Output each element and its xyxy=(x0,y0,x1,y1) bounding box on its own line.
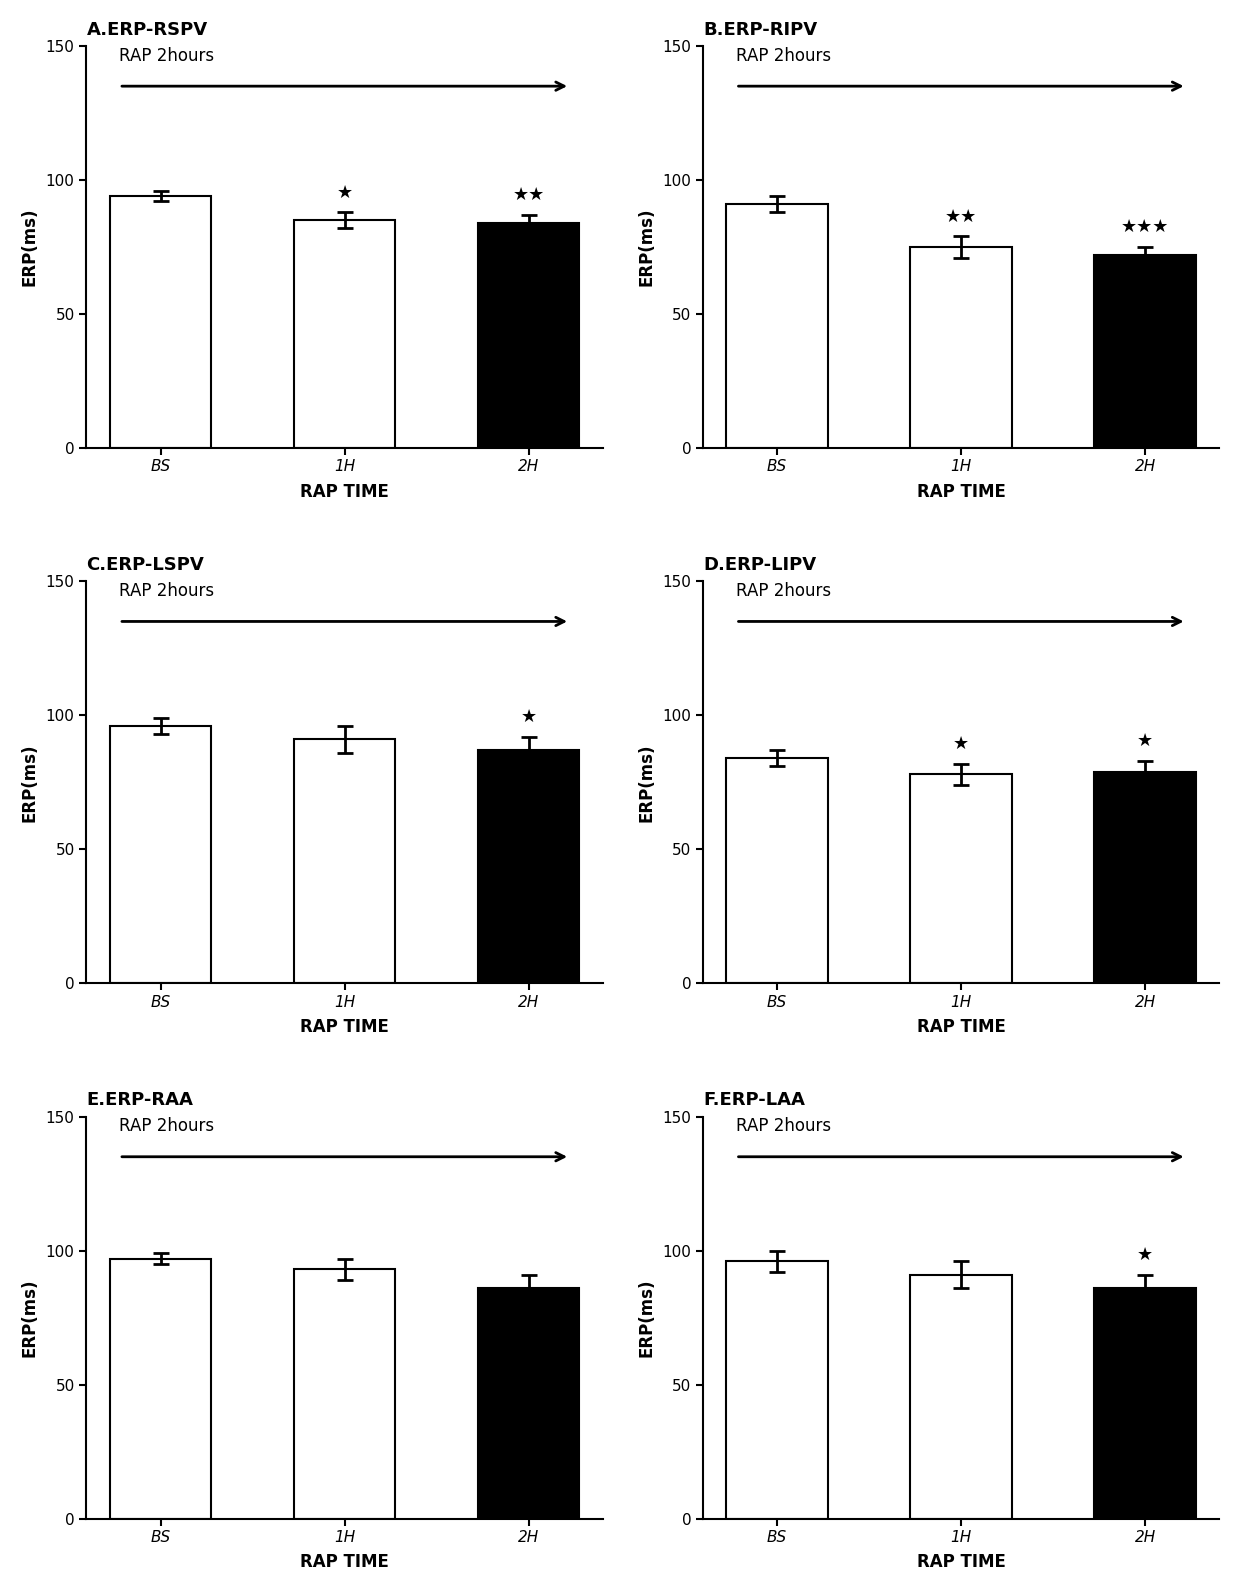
Text: D.ERP-LIPV: D.ERP-LIPV xyxy=(703,556,816,575)
Bar xyxy=(294,739,396,984)
X-axis label: RAP TIME: RAP TIME xyxy=(916,1554,1006,1571)
X-axis label: RAP TIME: RAP TIME xyxy=(916,482,1006,500)
Bar xyxy=(294,1269,396,1519)
Bar xyxy=(1095,1288,1195,1519)
Text: ★: ★ xyxy=(1137,1247,1153,1264)
Y-axis label: ERP(ms): ERP(ms) xyxy=(637,209,656,287)
Text: RAP 2hours: RAP 2hours xyxy=(119,46,215,65)
Text: RAP 2hours: RAP 2hours xyxy=(119,583,215,600)
Y-axis label: ERP(ms): ERP(ms) xyxy=(21,743,38,821)
Text: F.ERP-LAA: F.ERP-LAA xyxy=(703,1092,805,1110)
X-axis label: RAP TIME: RAP TIME xyxy=(300,482,389,500)
Y-axis label: ERP(ms): ERP(ms) xyxy=(637,743,656,821)
Text: RAP 2hours: RAP 2hours xyxy=(119,1118,215,1135)
Bar xyxy=(910,774,1012,984)
Bar xyxy=(1095,772,1195,984)
Text: ★★: ★★ xyxy=(945,207,977,226)
Text: ★: ★ xyxy=(954,736,970,753)
Bar xyxy=(110,726,211,984)
Text: ★★: ★★ xyxy=(512,186,544,204)
Text: RAP 2hours: RAP 2hours xyxy=(735,1118,831,1135)
Text: ★: ★ xyxy=(521,708,537,726)
Bar xyxy=(910,1275,1012,1519)
X-axis label: RAP TIME: RAP TIME xyxy=(300,1554,389,1571)
Text: B.ERP-RIPV: B.ERP-RIPV xyxy=(703,21,817,38)
Bar xyxy=(477,750,579,984)
Bar xyxy=(477,223,579,447)
X-axis label: RAP TIME: RAP TIME xyxy=(300,1017,389,1036)
Text: C.ERP-LSPV: C.ERP-LSPV xyxy=(87,556,205,575)
X-axis label: RAP TIME: RAP TIME xyxy=(916,1017,1006,1036)
Bar xyxy=(1095,255,1195,447)
Text: RAP 2hours: RAP 2hours xyxy=(735,583,831,600)
Text: ★: ★ xyxy=(336,183,352,202)
Text: A.ERP-RSPV: A.ERP-RSPV xyxy=(87,21,207,38)
Bar xyxy=(727,758,827,984)
Y-axis label: ERP(ms): ERP(ms) xyxy=(637,1278,656,1356)
Text: RAP 2hours: RAP 2hours xyxy=(735,46,831,65)
Bar xyxy=(910,247,1012,447)
Bar xyxy=(294,220,396,447)
Y-axis label: ERP(ms): ERP(ms) xyxy=(21,209,38,287)
Y-axis label: ERP(ms): ERP(ms) xyxy=(21,1278,38,1356)
Text: E.ERP-RAA: E.ERP-RAA xyxy=(87,1092,193,1110)
Bar xyxy=(727,204,827,447)
Text: ★: ★ xyxy=(1137,732,1153,750)
Bar xyxy=(727,1261,827,1519)
Bar xyxy=(110,196,211,447)
Bar xyxy=(110,1259,211,1519)
Bar xyxy=(477,1288,579,1519)
Text: ★★★: ★★★ xyxy=(1121,218,1169,236)
